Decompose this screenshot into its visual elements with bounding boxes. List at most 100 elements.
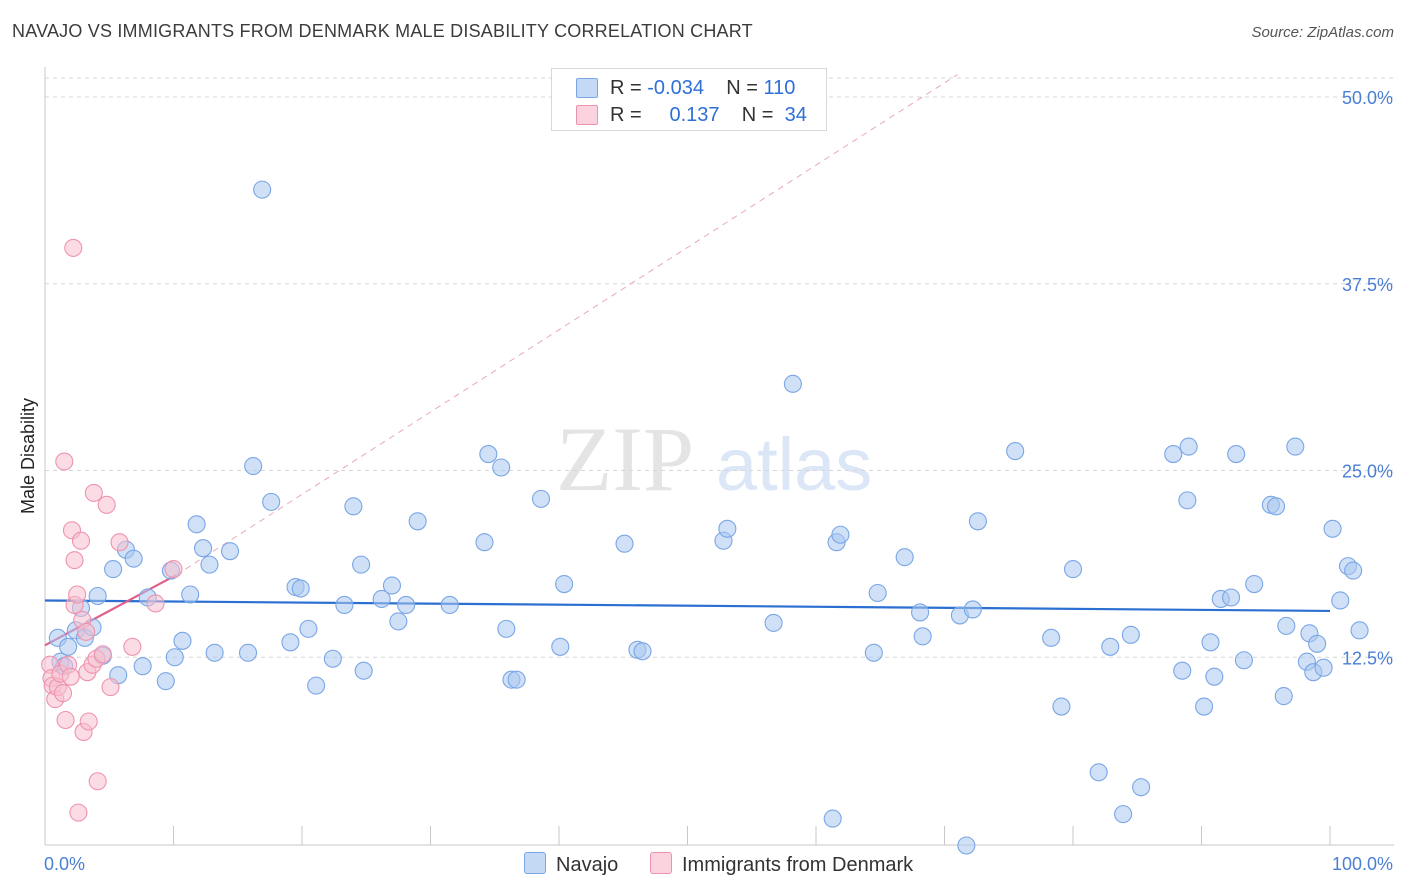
- data-point: [59, 637, 78, 656]
- y-axis-label: Male Disability: [18, 398, 38, 514]
- data-point: [164, 560, 183, 579]
- data-point: [957, 836, 976, 855]
- data-point: [1101, 637, 1120, 656]
- r-label: R =: [610, 104, 642, 126]
- y-tick-label: 12.5%: [1342, 648, 1393, 668]
- data-point: [53, 684, 73, 703]
- n-value-navajo: 110: [763, 77, 796, 99]
- data-point: [181, 585, 200, 604]
- data-point: [344, 497, 363, 516]
- data-point: [397, 595, 416, 615]
- data-point: [1179, 437, 1198, 456]
- r-value-denmark: 0.137: [669, 104, 720, 126]
- data-point: [911, 603, 930, 622]
- data-point: [335, 595, 354, 615]
- data-point: [79, 712, 98, 731]
- data-point: [1222, 588, 1241, 607]
- data-point: [492, 458, 511, 477]
- data-point: [1114, 805, 1133, 824]
- data-point: [123, 637, 142, 656]
- data-point: [1331, 591, 1350, 610]
- watermark-zip: ZIP: [556, 408, 694, 510]
- data-point: [97, 495, 116, 514]
- legend-swatch-navajo: [576, 78, 598, 98]
- legend-label-denmark: Immigrants from Denmark: [682, 854, 914, 876]
- data-point: [372, 589, 391, 609]
- series-legend: Navajo Immigrants from Denmark: [0, 852, 1406, 878]
- data-point: [253, 180, 272, 199]
- data-point: [764, 613, 783, 632]
- legend-stats-navajo: R = -0.034 N = 110: [610, 77, 795, 100]
- trend-extension-denmark: [175, 74, 958, 576]
- data-point: [88, 586, 107, 606]
- data-point: [1164, 445, 1183, 464]
- data-point: [352, 555, 371, 574]
- watermark-atlas: atlas: [716, 423, 872, 506]
- legend-swatch-denmark: [576, 105, 598, 125]
- data-point: [864, 643, 883, 662]
- series-denmark: [41, 238, 183, 822]
- data-point: [1178, 491, 1197, 510]
- data-point: [868, 583, 887, 603]
- n-label: N =: [726, 77, 758, 99]
- data-point: [783, 374, 802, 393]
- data-point: [61, 667, 80, 686]
- data-point: [1173, 661, 1192, 680]
- series-navajo: [48, 180, 1369, 855]
- data-point: [531, 489, 551, 508]
- data-point: [1308, 634, 1327, 653]
- data-point: [968, 512, 987, 531]
- data-point: [101, 678, 120, 697]
- data-point: [291, 579, 310, 598]
- data-point: [1052, 697, 1071, 716]
- legend-item-navajo[interactable]: Navajo: [524, 852, 618, 877]
- data-point: [88, 772, 107, 791]
- data-point: [77, 622, 96, 641]
- data-point: [1089, 763, 1108, 782]
- trend-lines: [44, 74, 1331, 647]
- data-point: [1323, 519, 1342, 538]
- data-point: [1286, 437, 1305, 456]
- data-point: [1227, 445, 1246, 464]
- data-point: [1274, 687, 1293, 706]
- data-point: [187, 515, 206, 534]
- data-point: [1042, 628, 1061, 647]
- data-point: [718, 519, 737, 538]
- data-point: [55, 452, 74, 471]
- data-point: [65, 551, 84, 570]
- data-point: [1266, 497, 1286, 516]
- n-label: N =: [741, 104, 774, 126]
- data-point: [1006, 442, 1025, 461]
- data-point: [1234, 651, 1253, 670]
- data-point: [244, 456, 263, 476]
- data-point: [323, 649, 342, 668]
- data-point: [507, 670, 526, 689]
- data-point: [475, 533, 494, 552]
- trend-line-navajo: [44, 599, 1331, 613]
- data-point: [1350, 621, 1369, 640]
- data-point: [354, 661, 373, 680]
- y-tick-label: 25.0%: [1342, 462, 1393, 482]
- data-point: [1121, 625, 1140, 644]
- data-point: [146, 594, 165, 613]
- data-points: [41, 180, 1369, 855]
- r-label: R =: [610, 77, 642, 99]
- data-point: [633, 642, 652, 661]
- data-point: [497, 619, 516, 638]
- y-tick-label: 37.5%: [1342, 275, 1393, 295]
- legend-item-denmark[interactable]: Immigrants from Denmark: [650, 852, 913, 877]
- data-point: [110, 533, 129, 552]
- data-point: [69, 803, 88, 822]
- data-point: [84, 483, 103, 502]
- data-point: [156, 672, 175, 691]
- chart-title: NAVAJO VS IMMIGRANTS FROM DENMARK MALE D…: [12, 21, 753, 41]
- n-value-denmark: 34: [784, 104, 807, 126]
- legend-stats-denmark: R = 0.137 N = 34: [610, 104, 807, 127]
- data-point: [194, 539, 213, 558]
- data-point: [1195, 697, 1214, 716]
- legend-label-navajo: Navajo: [556, 854, 619, 876]
- data-point: [1205, 667, 1224, 686]
- data-point: [200, 555, 219, 574]
- data-point: [173, 631, 192, 650]
